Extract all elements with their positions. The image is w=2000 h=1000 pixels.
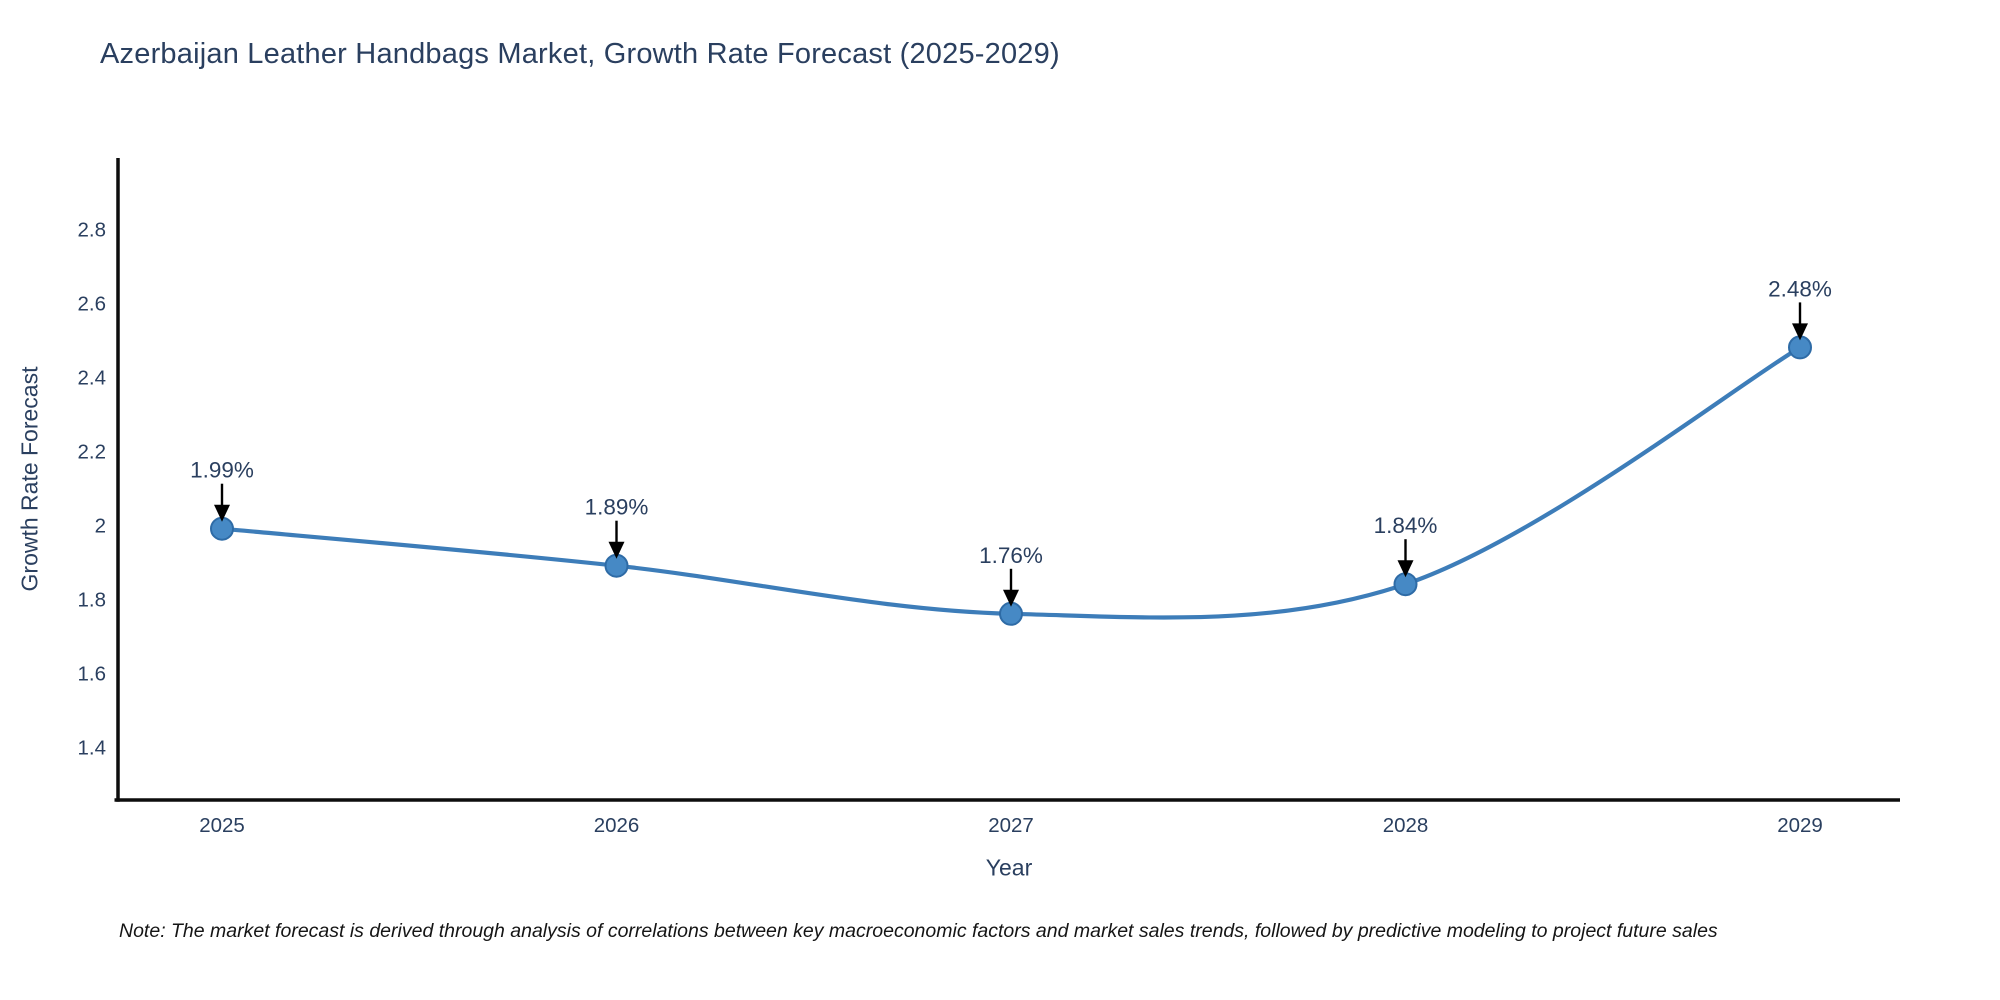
x-tick-label: 2029 <box>1777 814 1823 837</box>
y-tick-label: 2.2 <box>78 441 107 464</box>
y-tick-label: 2.8 <box>78 219 107 242</box>
y-tick-label: 2 <box>95 515 106 538</box>
data-point-label: 1.84% <box>1374 513 1438 538</box>
x-axis-title: Year <box>985 854 1033 881</box>
x-tick-label: 2028 <box>1383 814 1429 837</box>
data-point-label: 1.99% <box>190 458 254 483</box>
x-tick-label: 2026 <box>594 814 640 837</box>
footnote: Note: The market forecast is derived thr… <box>119 920 1718 942</box>
data-point-label: 1.76% <box>979 543 1043 568</box>
annotation-arrowhead <box>214 504 230 522</box>
annotation-arrowhead <box>1792 323 1808 341</box>
y-tick-label: 1.8 <box>78 589 107 612</box>
data-point-label: 1.89% <box>585 495 649 520</box>
y-tick-label: 2.6 <box>78 293 107 316</box>
x-tick-label: 2025 <box>199 814 245 837</box>
annotation-arrowhead <box>1397 560 1414 578</box>
chart-title: Azerbaijan Leather Handbags Market, Grow… <box>100 38 1060 70</box>
y-axis-title: Growth Rate Forecast <box>16 366 43 592</box>
y-tick-label: 1.6 <box>78 663 107 686</box>
x-tick-label: 2027 <box>988 814 1034 837</box>
y-tick-label: 2.4 <box>78 367 107 390</box>
y-tick-label: 1.4 <box>78 737 107 760</box>
annotation-arrowhead <box>608 541 625 559</box>
data-point-label: 2.48% <box>1768 276 1832 301</box>
annotation-arrowhead <box>1003 589 1019 607</box>
